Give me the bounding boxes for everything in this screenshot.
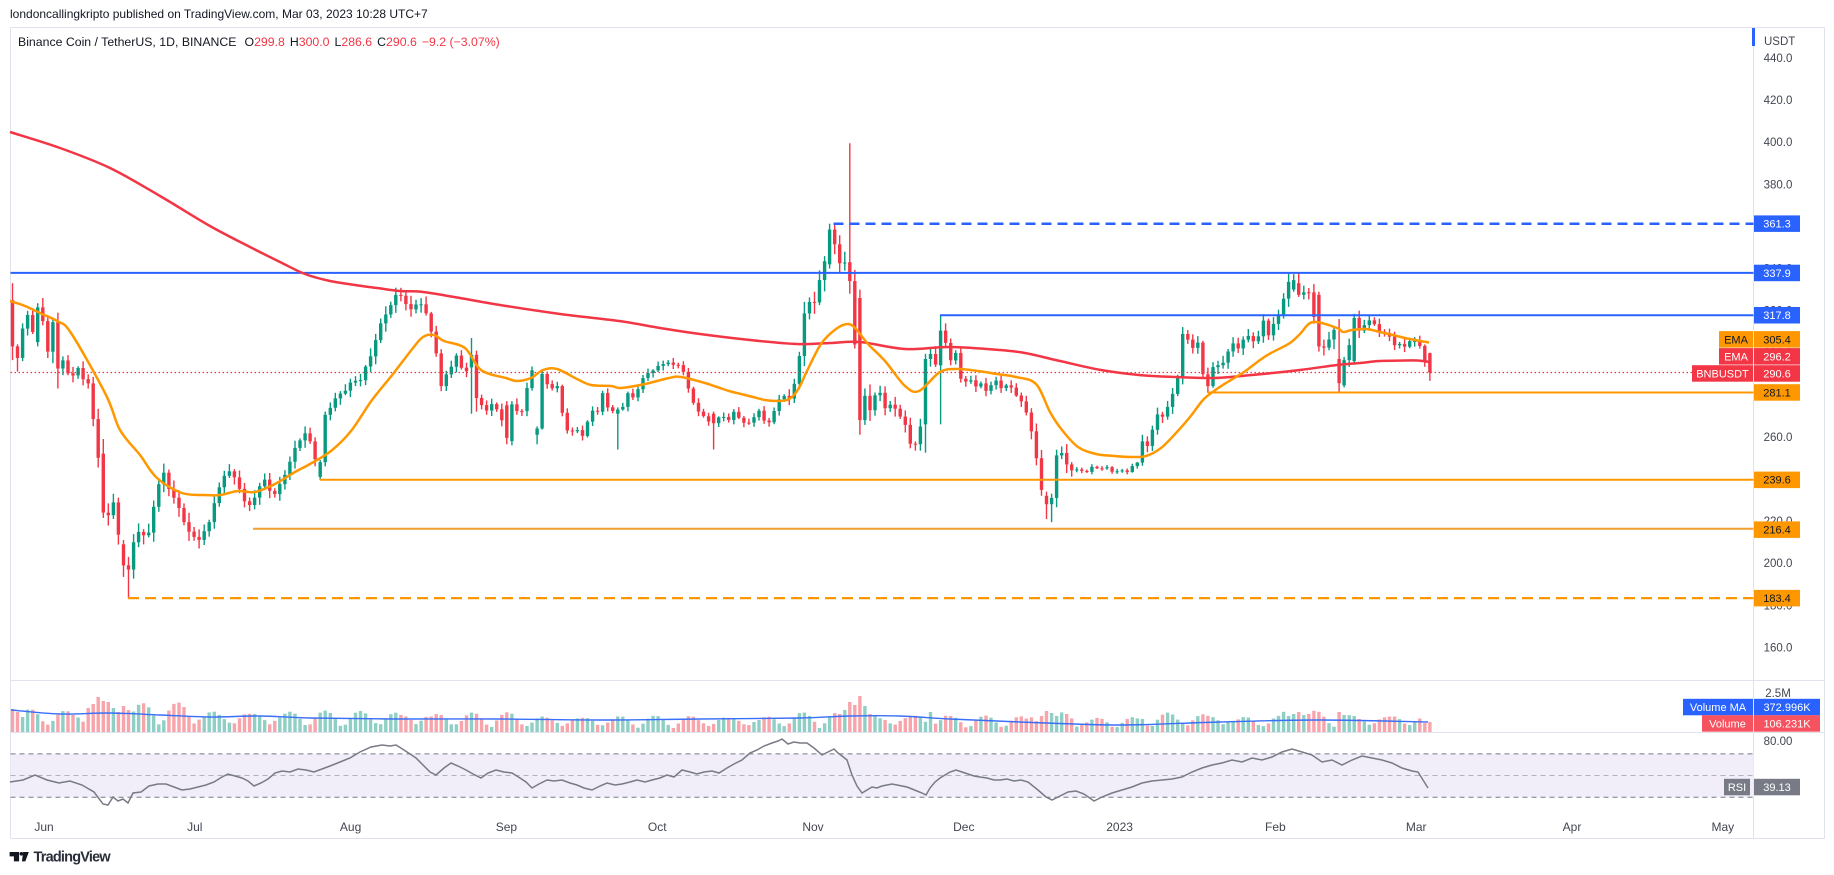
svg-text:160.0: 160.0 [1764,642,1793,654]
svg-text:200.0: 200.0 [1764,558,1793,570]
svg-text:337.9: 337.9 [1763,268,1791,280]
svg-text:Volume MA: Volume MA [1690,702,1747,714]
svg-text:EMA: EMA [1724,351,1749,363]
svg-text:Feb: Feb [1265,820,1286,834]
svg-text:239.6: 239.6 [1763,475,1791,487]
svg-text:290.6: 290.6 [1763,368,1791,380]
svg-text:317.8: 317.8 [1763,310,1791,322]
svg-text:80.00: 80.00 [1764,736,1793,748]
svg-text:May: May [1711,820,1734,834]
svg-text:EMA: EMA [1724,334,1749,346]
svg-text:305.4: 305.4 [1763,334,1791,346]
svg-text:Binance Coin / TetherUS, 1D, B: Binance Coin / TetherUS, 1D, BINANCE O299… [18,35,500,49]
svg-text:USDT: USDT [1764,36,1795,48]
svg-text:440.0: 440.0 [1764,53,1793,65]
svg-text:183.4: 183.4 [1763,593,1791,605]
svg-text:400.0: 400.0 [1764,137,1793,149]
svg-text:Sep: Sep [496,820,518,834]
svg-text:Jul: Jul [187,820,202,834]
svg-text:361.3: 361.3 [1763,219,1791,231]
svg-text:Oct: Oct [648,820,667,834]
svg-text:39.13: 39.13 [1763,782,1791,794]
svg-text:260.0: 260.0 [1764,432,1793,444]
svg-text:Aug: Aug [340,820,361,834]
svg-text:296.2: 296.2 [1763,351,1791,363]
svg-text:106.231K: 106.231K [1763,718,1811,730]
svg-text:BNBUSDT: BNBUSDT [1696,368,1749,380]
svg-text:Volume: Volume [1709,718,1746,730]
svg-text:2.5M: 2.5M [1765,688,1791,700]
svg-text:281.1: 281.1 [1763,387,1791,399]
svg-text:216.4: 216.4 [1763,525,1791,537]
svg-text:Nov: Nov [802,820,823,834]
svg-text:TradingView: TradingView [34,850,112,866]
svg-text:Jun: Jun [34,820,53,834]
svg-text:Apr: Apr [1563,820,1582,834]
svg-text:RSI: RSI [1728,782,1746,794]
svg-text:Mar: Mar [1406,820,1427,834]
svg-text:londoncallingkripto published: londoncallingkripto published on Trading… [10,7,428,21]
svg-text:2023: 2023 [1106,820,1133,834]
svg-text:372.996K: 372.996K [1763,702,1811,714]
svg-text:380.0: 380.0 [1764,179,1793,191]
svg-text:420.0: 420.0 [1764,95,1793,107]
svg-text:Dec: Dec [953,820,974,834]
